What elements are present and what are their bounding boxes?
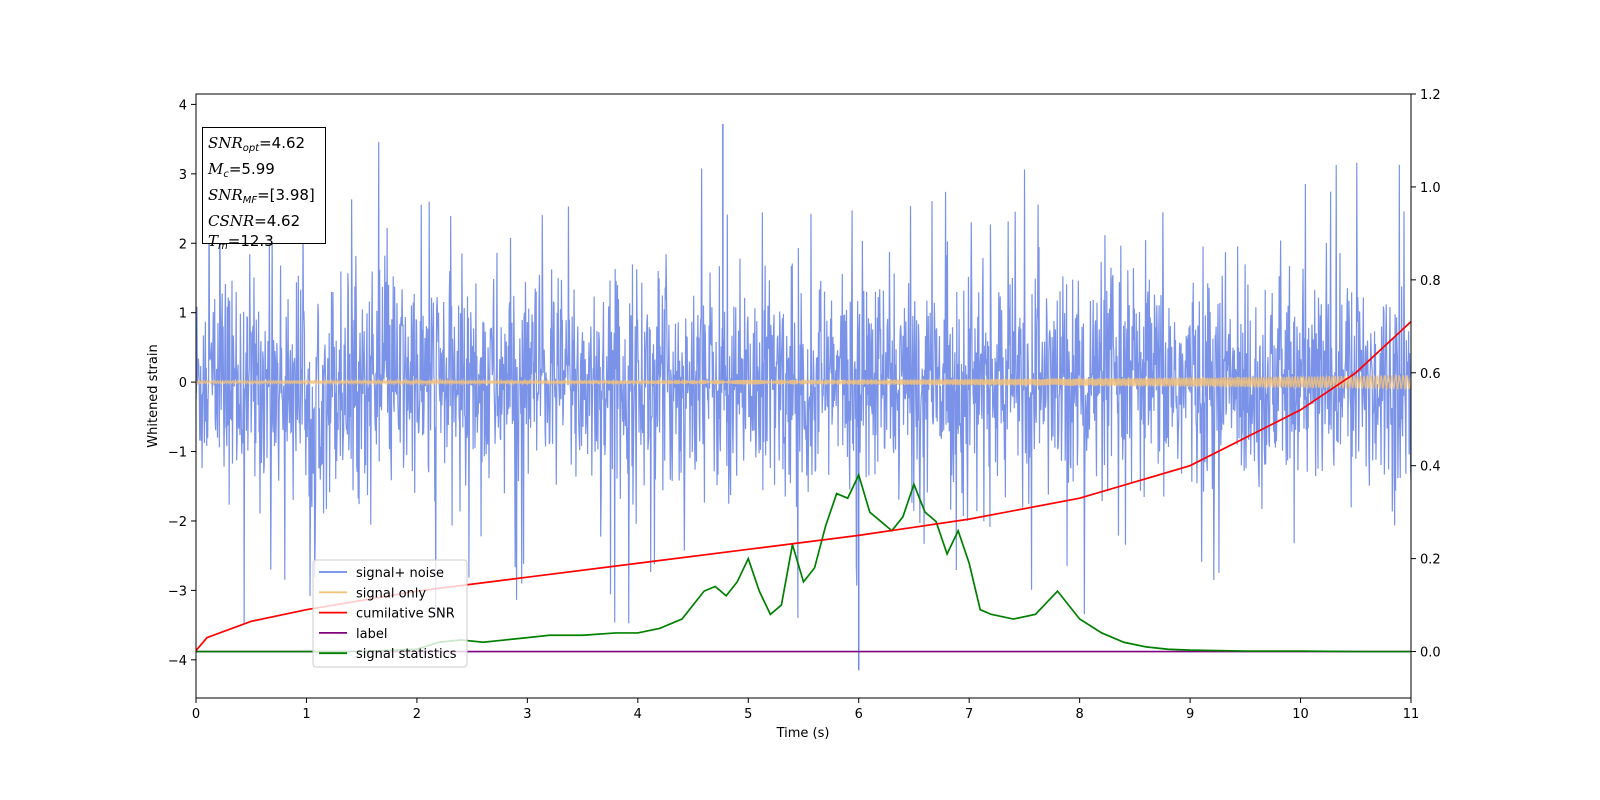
y-right-tick-label: 0.6 <box>1420 367 1441 382</box>
y-left-tick-label: 1 <box>179 307 187 322</box>
x-tick-label: 9 <box>1186 707 1194 722</box>
legend-entry-label: cumilative SNR <box>356 607 455 622</box>
signal-noise-line <box>195 141 1412 624</box>
y-left-tick-label: 4 <box>179 98 187 113</box>
y-axis-label: Whitened strain <box>146 344 161 447</box>
signal-only-line <box>195 373 1412 391</box>
cumulative-snr-line <box>195 321 1412 652</box>
y-left-tick-label: −4 <box>168 654 187 669</box>
legend-entry-label: signal+ noise <box>356 566 444 581</box>
y-left-tick-label: 3 <box>179 168 187 183</box>
x-tick-label: 5 <box>744 707 752 722</box>
stat-snr-opt: SNRopt=4.62 <box>208 134 306 154</box>
y-axis-right: 1.2 1.0 0.8 0.6 0.4 0.2 0.0 <box>1411 88 1441 661</box>
stat-tm: Tm=12.3 <box>208 232 274 252</box>
signal-statistics-line <box>196 472 1411 653</box>
stat-csnr: CSNR=4.62 <box>208 212 301 230</box>
y-left-tick-label: −2 <box>168 515 187 530</box>
signal-noise-series <box>195 123 1412 671</box>
x-tick-label: 6 <box>855 707 863 722</box>
x-tick-label: 8 <box>1075 707 1083 722</box>
legend: signal+ noise signal only cumilative SNR la… <box>312 559 468 668</box>
y-right-tick-label: 1.0 <box>1420 181 1441 196</box>
y-right-tick-label: 0.4 <box>1420 460 1441 475</box>
x-tick-label: 2 <box>413 707 421 722</box>
y-left-tick-label: 0 <box>179 376 187 391</box>
stat-snr-mf: SNRMF=[3.98] <box>208 186 315 206</box>
legend-entry-label: signal statistics <box>356 647 457 662</box>
signal-only-series <box>195 373 1412 391</box>
y-right-tick-label: 0.2 <box>1420 553 1441 568</box>
y-left-tick-label: −3 <box>168 584 187 599</box>
x-tick-label: 3 <box>523 707 531 722</box>
y-left-tick-label: 2 <box>179 237 187 252</box>
x-tick-label: 0 <box>192 707 200 722</box>
legend-entry-label: label <box>356 627 387 642</box>
x-tick-label: 4 <box>634 707 642 722</box>
x-axis-label: Time (s) <box>776 726 830 741</box>
plot-frame <box>195 93 1412 699</box>
y-axis-left: 4 3 2 1 0 −1 −2 −3 −4 <box>168 98 196 669</box>
x-tick-label: 1 <box>302 707 310 722</box>
y-left-tick-label: −1 <box>168 446 187 461</box>
stats-annotation-box: SNRopt=4.62 Mc=5.99 SNRMF=[3.98] CSNR=4.… <box>202 127 326 252</box>
stat-mc: Mc=5.99 <box>208 160 275 180</box>
x-axis: 0 1 2 3 4 5 6 7 8 9 10 11 <box>192 698 1419 722</box>
y-right-tick-label: 0.8 <box>1420 274 1441 289</box>
x-tick-label: 11 <box>1403 707 1420 722</box>
legend-entry-label: signal only <box>356 586 426 601</box>
legend-box <box>312 559 468 668</box>
y-right-tick-label: 0.0 <box>1420 646 1441 661</box>
y-right-tick-label: 1.2 <box>1420 88 1441 103</box>
x-tick-label: 10 <box>1292 707 1309 722</box>
x-tick-label: 7 <box>965 707 973 722</box>
